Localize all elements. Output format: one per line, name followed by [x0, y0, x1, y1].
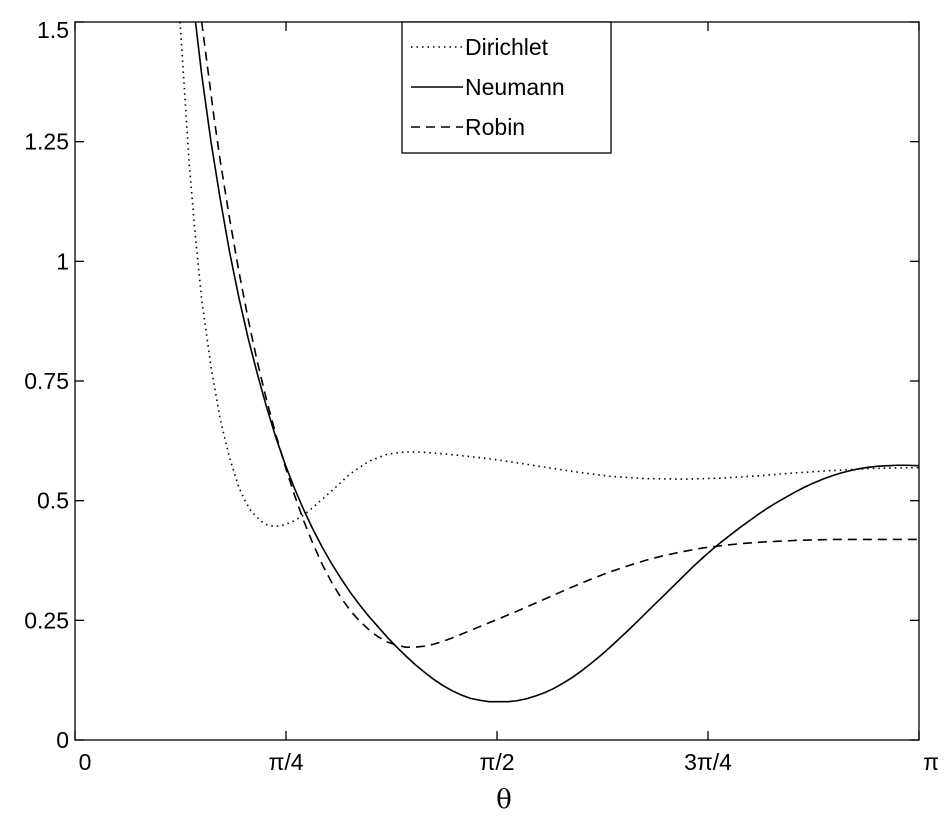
y-tick-label: 0.75 — [24, 368, 69, 394]
y-tick-label: 1.5 — [37, 17, 69, 43]
legend: Dirichlet Neumann Robin — [401, 21, 612, 154]
x-tick-label: 0 — [79, 749, 92, 775]
y-tick-label: 1.25 — [24, 129, 69, 155]
legend-label-dirichlet: Dirichlet — [465, 34, 549, 60]
y-tick-label: 0 — [56, 727, 69, 753]
legend-label-robin: Robin — [465, 114, 525, 140]
x-tick-label: π/4 — [268, 749, 303, 775]
series-layer — [179, 22, 919, 703]
x-tick-label: 3π/4 — [684, 749, 732, 775]
series-line-neumann — [194, 22, 919, 703]
series-line-dirichlet — [179, 22, 919, 527]
y-tick-label: 0.25 — [24, 607, 69, 633]
legend-label-neumann: Neumann — [465, 74, 565, 100]
y-axis-ticks: 0 0.25 0.5 0.75 1 1.25 1.5 — [24, 17, 919, 753]
x-axis-label: θ — [496, 785, 512, 815]
x-axis-ticks: 0 π/4 π/2 3π/4 π — [74, 22, 939, 775]
x-tick-label: π/2 — [479, 749, 514, 775]
series-line-robin — [200, 22, 919, 648]
x-tick-label: π — [923, 749, 939, 775]
y-tick-label: 0.5 — [37, 488, 69, 514]
y-tick-label: 1 — [56, 248, 69, 274]
